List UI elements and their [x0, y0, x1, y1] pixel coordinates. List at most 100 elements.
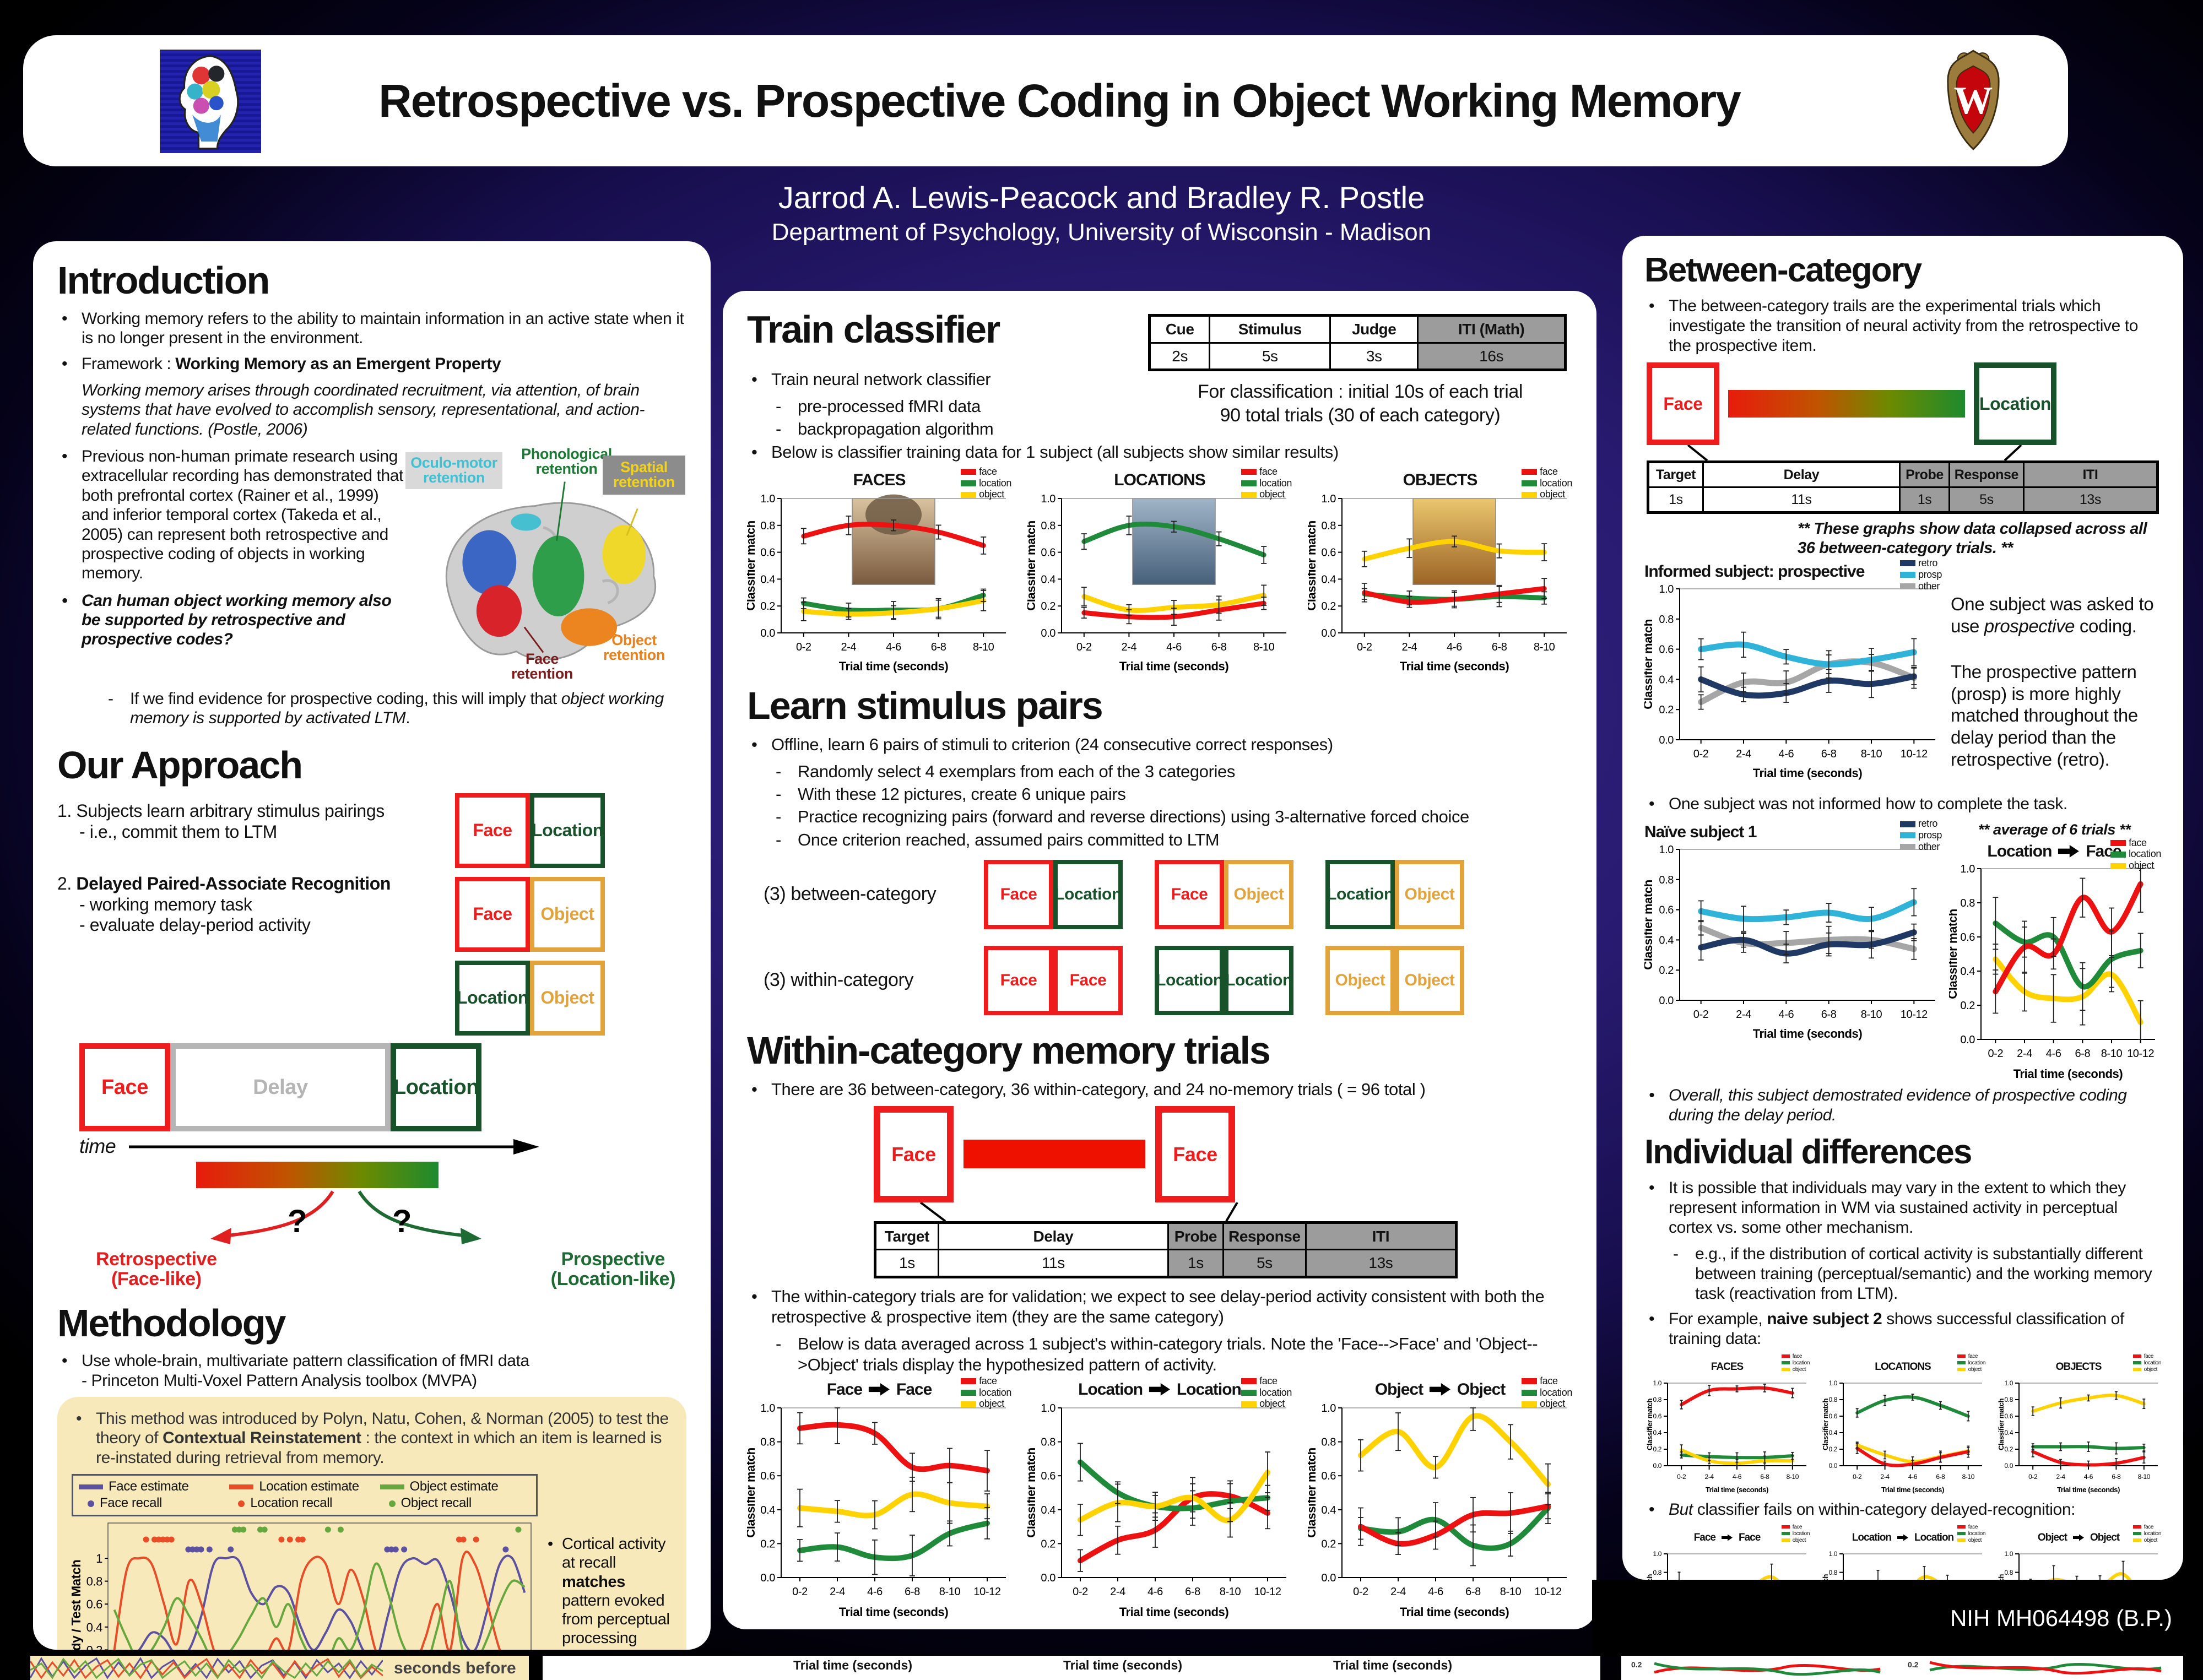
location-legend-chip [1241, 480, 1257, 486]
within-pairs-label: (3) within-category [764, 969, 914, 991]
intro-bullet-2: Framework : Working Memory as an Emergen… [57, 354, 686, 374]
svg-text:6-8: 6-8 [905, 1586, 920, 1598]
informed-plot: 0.0 0.2 0.4 0.6 0.8 1.0 0-2 2-4 4-6 6-8 8-10 10-12 T… [1644, 583, 1935, 780]
svg-text:6-8: 6-8 [1465, 1586, 1481, 1598]
train-trial-table: Cue Stimulus Judge ITI (Math) 2s 5s 3s 16s [1148, 314, 1567, 372]
location-legend-label: location [2144, 1359, 2162, 1366]
loc-face-plot: 0.0 0.2 0.4 0.6 0.8 1.0 0-2 2-4 4-6 6-8 8-10 10-12 T… [1949, 863, 2155, 1081]
retro-legend-chip [1899, 560, 1915, 567]
chart-n2-object-object: ObjectObjectfacelocationobject0.00.20.40… [1996, 1524, 2161, 1580]
affiliation: Department of Psychology, University of … [771, 219, 1432, 246]
svg-text:0-2: 0-2 [796, 641, 811, 653]
chart-head: Location Location face location object [1027, 1375, 1292, 1409]
svg-text:6-8: 6-8 [931, 641, 946, 653]
methodology-title: Methodology [57, 1301, 286, 1345]
chart-head: Object Object face location object [1308, 1375, 1573, 1409]
svg-text:Trial time (seconds): Trial time (seconds) [1119, 659, 1229, 673]
bottom-cutoff-strip: seconds before Trial time (seconds) Tria… [0, 1656, 2203, 1680]
learn-sub-4: Once criterion reached, assumed pairs co… [747, 830, 1572, 850]
pair-box-object: Object [530, 961, 605, 1036]
svg-text:Trial time (seconds): Trial time (seconds) [2057, 1486, 2120, 1494]
chart-title-from: Face [826, 1380, 863, 1399]
svg-text:0.2: 0.2 [1321, 1538, 1336, 1550]
within-timing-table: Target Delay Probe Response ITI 1s 11s 1s 5s 1… [874, 1221, 1458, 1279]
svg-text:0.8: 0.8 [2005, 1569, 2013, 1576]
svg-text:1.0: 1.0 [1653, 1550, 1662, 1558]
naive2-within-charts: FaceFacefacelocationobject0.00.20.40.60.… [1644, 1524, 2161, 1580]
svg-text:6-8: 6-8 [1936, 1473, 1945, 1481]
svg-text:6-8: 6-8 [1492, 641, 1507, 653]
svg-text:Classifier match: Classifier match [1646, 1574, 1654, 1580]
svg-text:0.6: 0.6 [1659, 904, 1674, 917]
face-legend-chip [1522, 469, 1538, 475]
train-objects-plot: 0.0 0.2 0.4 0.6 0.8 1.0 0-2 2-4 4-6 6-8 8-10 Trial … [1308, 493, 1567, 673]
object-legend-chip [1957, 1538, 1966, 1542]
poster-title: Retrospective vs. Prospective Coding in … [378, 74, 1741, 127]
face-legend-chip [1241, 1378, 1257, 1385]
within-sub: Below is data averaged across 1 subject'… [747, 1334, 1572, 1374]
chart-title: FACES [1711, 1361, 1744, 1373]
approach-step-2: 2. Delayed Paired-Associate Recognition [57, 873, 391, 893]
object-legend-chip [2132, 1538, 2141, 1542]
svg-text:0.8: 0.8 [1321, 520, 1336, 532]
svg-text:0.2: 0.2 [1659, 964, 1674, 977]
other-legend-label: other [1918, 580, 1940, 592]
chart-n2-face-face: FaceFacefacelocationobject0.00.20.40.60.… [1644, 1524, 1810, 1580]
svg-text:Classifier match: Classifier match [1308, 521, 1318, 611]
svg-text:1.0: 1.0 [1041, 493, 1056, 505]
svg-text:0.6: 0.6 [1041, 546, 1056, 559]
svg-text:0-2: 0-2 [1988, 1048, 2003, 1060]
svg-text:4-6: 4-6 [1447, 641, 1462, 653]
svg-text:0.0: 0.0 [1659, 734, 1674, 746]
cutoff-axis-label: Trial time (seconds) [793, 1658, 913, 1672]
chart-naive-subject-1: Naïve subject 1 retro prosp other 0.0 0.2 0.4 0… [1644, 818, 1942, 1081]
svg-text:0.4: 0.4 [2005, 1429, 2013, 1437]
intro-bullet-3: Previous non-human primate research usin… [57, 447, 405, 583]
delay-bar [964, 1140, 1145, 1169]
arrow-icon [1897, 1534, 1908, 1541]
chart-head: Location Face face location object [1947, 837, 2161, 871]
learn-title: Learn stimulus pairs [747, 684, 1103, 727]
intro-framework-quote: Working memory arises through coordinate… [82, 381, 645, 438]
naive-bullet: One subject was not informed how to comp… [1644, 794, 2161, 814]
chart-title-to: Location [1914, 1531, 1954, 1543]
object-legend-label: object [2129, 860, 2154, 871]
other-legend-label: other [1918, 841, 1940, 852]
svg-text:1.0: 1.0 [760, 1402, 775, 1415]
svg-text:4-6: 4-6 [867, 1586, 883, 1598]
object-legend-chip [1241, 1401, 1257, 1407]
location-legend-chip [1781, 1361, 1790, 1365]
face-legend-chip [2110, 839, 2126, 846]
svg-text:8-10: 8-10 [2138, 1473, 2151, 1481]
cutoff-methodology-fragment: seconds before [30, 1656, 529, 1680]
approach-step-2-sub1: - working memory task [79, 894, 252, 914]
svg-text:8-10: 8-10 [2101, 1048, 2123, 1060]
location-legend-chip [2132, 1532, 2141, 1536]
pair-box-object: Object [530, 877, 605, 952]
chart-title-to: Face [1739, 1531, 1761, 1543]
chart-head: Face Face face location object [1644, 1524, 1810, 1549]
chart-legend: face location object [2110, 837, 2161, 871]
svg-text:6-8: 6-8 [2112, 1473, 2121, 1481]
train-title: Train classifier [747, 308, 1000, 351]
within-title: Within-category memory trials [747, 1028, 1271, 1072]
svg-text:Classifier match: Classifier match [747, 521, 757, 611]
svg-text:2-4: 2-4 [841, 641, 857, 653]
svg-text:10-12: 10-12 [1534, 1586, 1561, 1598]
svg-text:1.0: 1.0 [1829, 1379, 1838, 1387]
chart-head: Informed subject: prospective retro prosp o… [1644, 557, 1942, 591]
cutoff-chart-fragment: 0.2 0.2 [1621, 1656, 2183, 1680]
prosp-legend-chip [1899, 832, 1915, 839]
location-legend-label: location [1540, 477, 1572, 489]
svg-text:0.8: 0.8 [1653, 1569, 1662, 1576]
train-bullet-2: Below is classifier training data for 1 … [747, 442, 1572, 462]
arrow-icon [2058, 845, 2080, 858]
svg-text:Trial time (seconds): Trial time (seconds) [1400, 659, 1509, 673]
train-bullet-1: Train neural network classifier [747, 369, 1137, 389]
svg-text:0.2: 0.2 [1960, 1000, 1975, 1012]
face-legend-label: face [2129, 837, 2147, 848]
object-legend-chip [1522, 1401, 1538, 1407]
within-charts: Face Face face location object 0.0 0.2 0.4 0.6 0.… [747, 1375, 1573, 1619]
within-pairs-row: (3) within-category Face Face Location Loc… [764, 945, 1572, 1015]
svg-text:6-8: 6-8 [1760, 1473, 1769, 1481]
